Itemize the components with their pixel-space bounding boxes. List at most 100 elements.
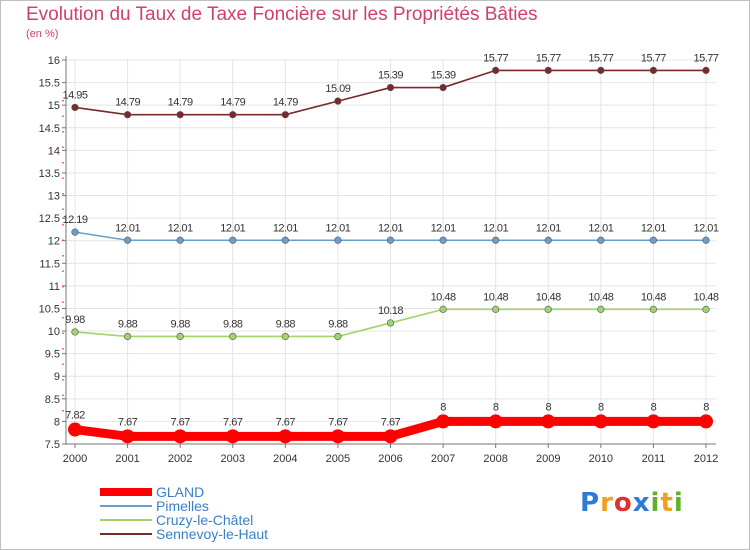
x-tick-label: 2007 xyxy=(431,453,455,465)
data-point-pimelles xyxy=(649,236,658,244)
data-label-gland: 7.82 xyxy=(65,410,85,422)
data-point-cruzy-le-ch-tel xyxy=(597,305,605,313)
data-label-cruzy-le-ch-tel: 10.48 xyxy=(588,291,613,303)
data-point-gland xyxy=(225,429,240,444)
data-label-gland: 8 xyxy=(440,401,446,413)
data-point-sennevoy-le-haut xyxy=(71,103,79,112)
data-label-pimelles: 12.01 xyxy=(378,222,403,234)
data-point-cruzy-le-ch-tel xyxy=(334,332,342,341)
data-point-pimelles xyxy=(229,236,237,244)
data-label-pimelles: 12.19 xyxy=(62,214,87,226)
y-tick-label: 16 xyxy=(48,55,60,67)
data-point-gland xyxy=(593,414,608,429)
data-point-pimelles xyxy=(597,236,605,244)
data-label-sennevoy-le-haut: 14.95 xyxy=(62,89,87,101)
data-label-pimelles: 12.01 xyxy=(693,222,718,234)
y-tick-label: 10 xyxy=(48,326,60,338)
data-point-sennevoy-le-haut xyxy=(123,111,132,119)
y-tick-label: 15.5 xyxy=(39,78,60,90)
data-label-sennevoy-le-haut: 15.77 xyxy=(536,52,561,64)
legend-label-sennevoy-le-haut: Sennevoy-le-Haut xyxy=(156,526,268,542)
data-point-sennevoy-le-haut xyxy=(334,97,342,105)
data-point-sennevoy-le-haut xyxy=(281,111,289,119)
x-tick-label: 2011 xyxy=(642,453,666,465)
data-label-cruzy-le-ch-tel: 9.88 xyxy=(328,318,348,330)
data-point-pimelles xyxy=(123,236,132,244)
data-point-sennevoy-le-haut xyxy=(492,66,500,74)
data-label-pimelles: 12.01 xyxy=(588,222,613,234)
data-point-gland xyxy=(488,414,503,429)
x-tick-label: 2012 xyxy=(694,453,718,465)
y-tick-label: 10.5 xyxy=(39,303,60,315)
data-point-pimelles xyxy=(702,236,710,244)
data-point-sennevoy-le-haut xyxy=(702,66,710,74)
y-tick-label: 11 xyxy=(49,281,60,293)
data-label-pimelles: 12.01 xyxy=(431,222,456,234)
data-label-gland: 8 xyxy=(703,401,709,413)
data-label-cruzy-le-ch-tel: 10.48 xyxy=(693,291,718,303)
data-point-cruzy-le-ch-tel xyxy=(229,332,237,341)
data-point-pimelles xyxy=(439,236,447,244)
data-point-pimelles xyxy=(544,236,552,244)
data-point-cruzy-le-ch-tel xyxy=(439,305,447,313)
data-label-gland: 8 xyxy=(545,401,551,413)
y-tick-label: 9.5 xyxy=(45,349,60,361)
data-point-cruzy-le-ch-tel xyxy=(386,319,395,327)
data-point-pimelles xyxy=(492,236,500,244)
data-label-sennevoy-le-haut: 15.77 xyxy=(588,52,613,64)
data-label-gland: 8 xyxy=(598,401,604,413)
data-point-cruzy-le-ch-tel xyxy=(544,305,552,313)
legend-label-pimelles: Pimelles xyxy=(156,498,209,514)
y-tick-label: 8.5 xyxy=(45,394,60,406)
data-label-pimelles: 12.01 xyxy=(641,222,666,234)
data-label-gland: 8 xyxy=(493,401,499,413)
logo-letter: i xyxy=(673,488,684,518)
data-label-gland: 7.67 xyxy=(170,416,190,428)
y-tick-label: 13 xyxy=(48,191,60,203)
data-point-cruzy-le-ch-tel xyxy=(281,332,289,341)
x-tick-label: 2006 xyxy=(378,453,402,465)
logo-letter: r xyxy=(600,488,614,518)
proxiti-logo: Proxiti xyxy=(580,488,684,518)
data-point-gland xyxy=(436,414,451,429)
data-point-cruzy-le-ch-tel xyxy=(123,332,132,341)
data-point-sennevoy-le-haut xyxy=(386,83,395,92)
x-tick-label: 2009 xyxy=(536,453,560,465)
data-label-pimelles: 12.01 xyxy=(273,222,298,234)
data-label-sennevoy-le-haut: 15.77 xyxy=(483,52,508,64)
y-tick-label: 11.5 xyxy=(39,258,60,270)
chart-title: Evolution du Taux de Taxe Foncière sur l… xyxy=(26,4,538,25)
y-tick-label: 13.5 xyxy=(39,168,60,180)
x-tick-label: 2001 xyxy=(115,453,139,465)
data-label-cruzy-le-ch-tel: 9.88 xyxy=(223,318,243,330)
data-point-cruzy-le-ch-tel xyxy=(702,305,710,313)
data-label-pimelles: 12.01 xyxy=(325,222,350,234)
x-tick-label: 2002 xyxy=(168,453,192,465)
legend-label-cruzy-le-ch-tel: Cruzy-le-Châtel xyxy=(156,512,253,528)
data-point-sennevoy-le-haut xyxy=(176,111,184,119)
y-tick-label: 7.5 xyxy=(45,439,60,451)
data-point-sennevoy-le-haut xyxy=(544,66,552,74)
y-tick-label: 12 xyxy=(48,236,60,248)
data-label-pimelles: 12.01 xyxy=(115,222,140,234)
data-point-pimelles xyxy=(334,236,342,244)
data-label-cruzy-le-ch-tel: 10.48 xyxy=(431,291,456,303)
data-label-sennevoy-le-haut: 14.79 xyxy=(168,97,193,109)
data-label-sennevoy-le-haut: 15.39 xyxy=(431,70,456,82)
x-tick-label: 2005 xyxy=(326,453,350,465)
data-label-pimelles: 12.01 xyxy=(536,222,561,234)
data-label-sennevoy-le-haut: 15.09 xyxy=(325,83,350,95)
data-point-cruzy-le-ch-tel xyxy=(176,332,184,341)
data-point-pimelles xyxy=(176,236,184,244)
data-point-cruzy-le-ch-tel xyxy=(71,328,79,336)
data-label-gland: 7.67 xyxy=(328,416,348,428)
logo-letter: t xyxy=(660,488,674,518)
data-label-gland: 8 xyxy=(651,401,657,413)
y-axis-unit-label: (en %) xyxy=(26,28,59,40)
x-tick-label: 2004 xyxy=(273,453,297,465)
data-label-sennevoy-le-haut: 14.79 xyxy=(220,97,245,109)
data-point-cruzy-le-ch-tel xyxy=(492,305,500,313)
data-label-gland: 7.67 xyxy=(223,416,243,428)
data-label-sennevoy-le-haut: 15.77 xyxy=(641,52,666,64)
